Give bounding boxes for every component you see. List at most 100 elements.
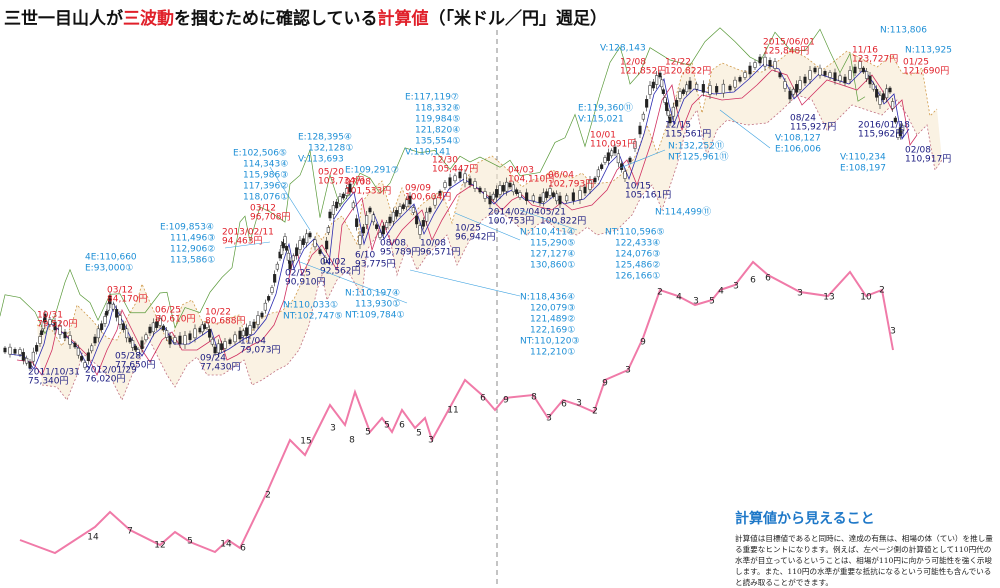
wave-count: 2	[592, 407, 598, 417]
price-date: 10/25	[455, 224, 481, 234]
candle-body	[628, 157, 632, 163]
candle-body	[443, 182, 447, 188]
candle-body	[241, 330, 245, 337]
candle-body	[21, 352, 25, 361]
candle-body	[283, 236, 287, 244]
candle-body	[278, 251, 282, 259]
candle-body	[80, 356, 84, 361]
price-value: 120,822円	[665, 66, 711, 77]
candle-body	[220, 343, 224, 350]
base-line	[16, 69, 918, 376]
candle-body	[593, 177, 597, 183]
price-value: 77,430円	[200, 362, 241, 373]
wave-count: 2	[265, 491, 271, 501]
candle-body	[583, 186, 587, 194]
candle-body	[273, 274, 277, 283]
price-date: 12/08	[620, 58, 646, 68]
calc-value: V:110,141	[405, 148, 451, 158]
price-value: 84,170円	[107, 294, 148, 305]
wave-count: 9	[640, 338, 646, 348]
price-date: 06/25	[155, 306, 181, 316]
wave-count: 5	[365, 428, 371, 438]
candle-body	[3, 347, 7, 353]
price-value: 105,447円	[432, 164, 478, 175]
wave-count: 14	[87, 533, 99, 543]
price-value: 101,533円	[345, 186, 391, 197]
price-date: 10/01	[590, 131, 616, 141]
candle-body	[385, 222, 389, 228]
candle-body	[365, 215, 369, 225]
wave-count: 3	[576, 399, 582, 409]
candle-body	[305, 233, 309, 244]
wave-count: 6	[561, 400, 567, 410]
candle-body	[763, 56, 767, 67]
candle-body	[606, 152, 610, 161]
candle-body	[871, 83, 875, 90]
price-value: 77,650円	[115, 360, 156, 371]
candle-body	[688, 80, 692, 90]
wave-count: 3	[546, 414, 552, 424]
candle-body	[541, 192, 545, 203]
title: 三世一目山人が三波動を掴むために確認している計算値（「米ドル／円」週足）	[4, 4, 607, 29]
calc-value: 121,820④	[415, 126, 460, 136]
leader-line	[719, 109, 771, 149]
candle-body	[128, 337, 132, 343]
candle-body	[40, 330, 44, 335]
calc-value: 115,986③	[243, 171, 288, 181]
price-date: 2016/01/18	[858, 121, 910, 131]
candle-body	[418, 225, 422, 235]
calc-value: 135,554①	[415, 137, 460, 147]
candle-body	[728, 85, 732, 91]
candle-body	[155, 321, 159, 328]
price-date: 02/25	[285, 269, 311, 279]
candle-body	[545, 191, 549, 198]
price-date: 11/04	[240, 337, 266, 347]
wave-count: 6	[750, 276, 756, 286]
candle-body	[600, 164, 604, 169]
candle-body	[645, 99, 649, 108]
candle-body	[381, 225, 385, 235]
candle-body	[791, 88, 795, 95]
calc-value: 126,166①	[615, 272, 660, 282]
price-date: 09/09	[405, 184, 431, 194]
candle-body	[63, 331, 67, 339]
candle-body	[96, 328, 100, 339]
price-value: 102,793円	[548, 179, 594, 190]
candle-body	[818, 67, 822, 76]
candle-body	[888, 87, 892, 93]
candle-body	[685, 84, 689, 93]
wave-count: 11	[447, 406, 458, 416]
candle-body	[281, 241, 285, 249]
price-value: 100,753円	[488, 216, 534, 227]
price-date: 12/15	[665, 121, 691, 131]
candle-body	[326, 227, 330, 233]
calc-value: 124,076③	[615, 250, 660, 260]
candle-body	[881, 93, 885, 100]
candle-body	[313, 239, 317, 248]
candle-body	[721, 83, 725, 94]
conversion-line	[8, 63, 910, 370]
candle-body	[223, 341, 227, 349]
candle-body	[473, 181, 477, 189]
candle-body	[275, 263, 279, 270]
price-date: 08/24	[790, 114, 816, 124]
candle-body	[158, 318, 162, 326]
price-value: 80,610円	[155, 314, 196, 325]
wave-count: 9	[602, 379, 608, 389]
candle-body	[453, 175, 457, 182]
candle-body	[415, 215, 419, 225]
calc-value: V:115,021	[578, 115, 624, 125]
candle-body	[463, 173, 467, 184]
cloud	[37, 50, 942, 400]
title-part: を掴むために確認している	[174, 9, 378, 29]
candle-body	[681, 89, 685, 94]
candle-body	[188, 333, 192, 340]
price-value: 105,161円	[625, 190, 671, 201]
wave-count: 5	[709, 297, 715, 307]
candle-body	[267, 296, 271, 301]
candle-body	[753, 62, 757, 68]
candle-body	[428, 207, 432, 213]
candle-body	[511, 184, 515, 193]
candle-body	[73, 342, 77, 348]
candle-body	[263, 302, 267, 311]
